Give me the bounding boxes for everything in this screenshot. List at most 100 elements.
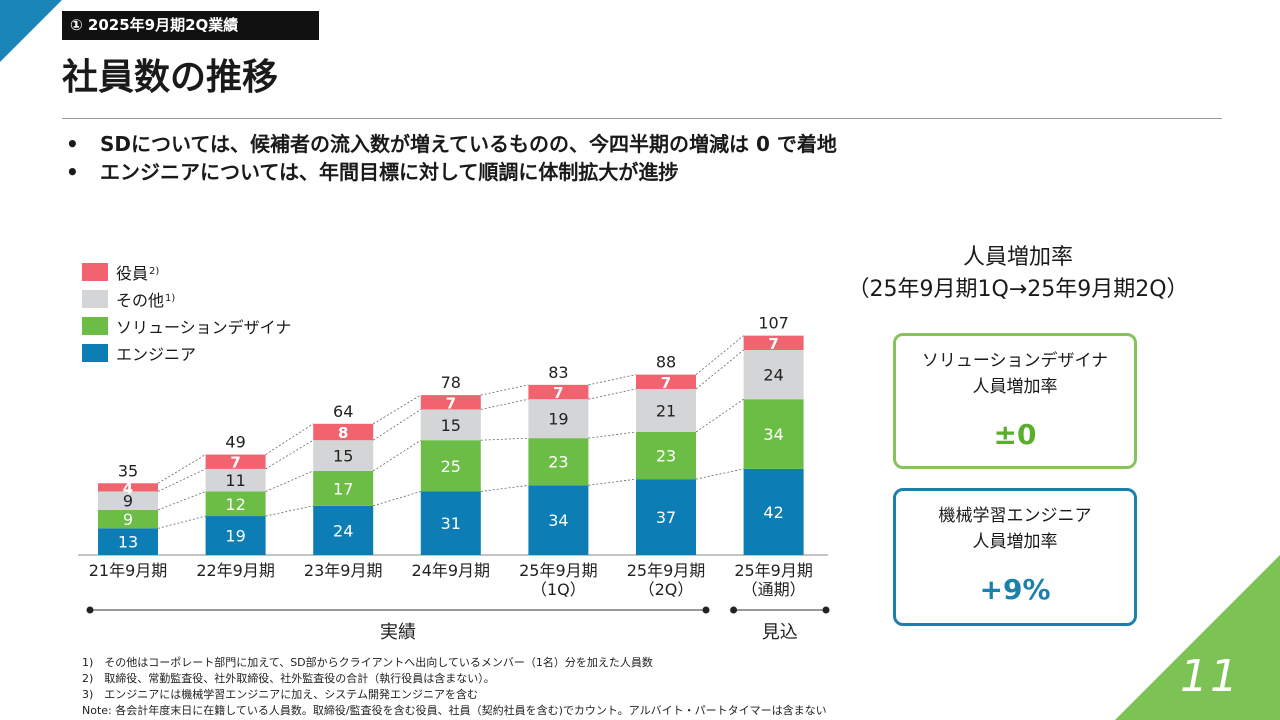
bar-segment bbox=[420, 491, 481, 555]
data-label: 7 bbox=[768, 335, 778, 353]
data-label: 15 bbox=[333, 447, 353, 466]
total-label: 88 bbox=[656, 353, 676, 372]
connector-line bbox=[157, 515, 206, 529]
legend-swatch bbox=[82, 343, 108, 362]
group-endpoint bbox=[730, 606, 738, 614]
data-label: 34 bbox=[548, 511, 568, 530]
corner-accent bbox=[0, 0, 62, 62]
footnote: 2) 取締役、常勤監査役、社外取締役、社外監査役の合計（執行役員は含まない）。 bbox=[82, 672, 495, 685]
legend-swatch bbox=[82, 289, 108, 308]
category-label: 21年9月期 bbox=[89, 561, 168, 580]
connector-line bbox=[588, 478, 637, 486]
category-label: 23年9月期 bbox=[304, 561, 383, 580]
section-tag: ① 2025年9月期2Q業績 bbox=[62, 11, 319, 40]
connector-line bbox=[695, 349, 744, 390]
data-label: 24 bbox=[763, 366, 783, 385]
bullet-list: • SDについては、候補者の流入数が増えているものの、今四半期の増減は 0 で着地… bbox=[66, 130, 837, 186]
footnote: Note: 各会計年度末日に在籍している人員数。取締役/監査役を含む役員、社員（… bbox=[82, 704, 827, 717]
bar-segment bbox=[98, 509, 158, 529]
data-label: 7 bbox=[446, 394, 456, 412]
bar-segment bbox=[420, 440, 481, 492]
connector-line bbox=[588, 388, 637, 400]
connector-line bbox=[265, 423, 314, 455]
data-label: 19 bbox=[548, 410, 568, 429]
connector-line bbox=[372, 394, 422, 425]
data-label: 42 bbox=[763, 503, 783, 522]
category-label: （2Q） bbox=[639, 580, 694, 599]
data-label: 25 bbox=[441, 457, 461, 476]
data-label: 34 bbox=[763, 425, 783, 444]
footnote: 3) エンジニアには機械学習エンジニアに加え、システム開発エンジニアを含む bbox=[82, 688, 478, 701]
bar-segment bbox=[743, 335, 804, 350]
category-label: 25年9月期 bbox=[627, 561, 706, 580]
bar-segment bbox=[636, 388, 696, 432]
total-label: 64 bbox=[333, 402, 353, 421]
ml-engineer-growth-box: 機械学習エンジニア 人員増加率 +9% bbox=[893, 488, 1137, 626]
data-label: 31 bbox=[441, 514, 461, 533]
data-label: 24 bbox=[333, 521, 353, 540]
data-label: 13 bbox=[118, 533, 138, 552]
group-label: 実績 bbox=[380, 622, 416, 643]
category-label: 25年9月期 bbox=[734, 561, 813, 580]
data-label: 9 bbox=[123, 510, 133, 529]
rate-panel-title: 人員増加率 （25年9月期1Q→25年9月期2Q） bbox=[847, 245, 1189, 302]
bar-segment bbox=[528, 384, 589, 400]
bar-segment bbox=[636, 479, 696, 555]
bar-segment bbox=[743, 350, 804, 400]
bar-segment bbox=[636, 432, 696, 480]
bar-segment bbox=[205, 454, 266, 469]
bar-segment bbox=[313, 470, 374, 506]
chart-legend: 役員 2) その他 1) ソリューションデザイナ エンジニア bbox=[82, 258, 291, 366]
category-label: （通期） bbox=[742, 580, 806, 599]
bar-segment bbox=[98, 491, 158, 510]
group-label: 見込 bbox=[762, 622, 798, 643]
connector-line bbox=[480, 398, 529, 410]
connector-line bbox=[157, 468, 206, 492]
bar-segment bbox=[528, 399, 589, 439]
total-label: 35 bbox=[118, 461, 138, 480]
bar-segment bbox=[205, 491, 266, 517]
bar-segment bbox=[743, 468, 804, 555]
legend-swatch bbox=[82, 262, 108, 281]
bar-segment bbox=[313, 440, 374, 471]
bar-segment bbox=[313, 505, 374, 555]
sd-growth-box: ソリューションデザイナ 人員増加率 ±0 bbox=[893, 333, 1137, 469]
group-endpoint bbox=[86, 606, 94, 614]
total-label: 83 bbox=[548, 363, 568, 382]
page-corner-accent bbox=[1115, 555, 1280, 720]
data-label: 23 bbox=[656, 447, 676, 466]
connector-line bbox=[265, 470, 314, 492]
legend-item-engineer: エンジニア bbox=[82, 339, 291, 366]
connector-line bbox=[157, 454, 206, 484]
connector-line bbox=[695, 468, 744, 480]
data-label: 19 bbox=[225, 527, 245, 546]
footnotes: 1) その他はコーポレート部門に加えて、SD部からクライアントへ出向しているメン… bbox=[82, 655, 827, 719]
legend-item-officers: 役員 2) bbox=[82, 258, 291, 285]
data-label: 15 bbox=[441, 416, 461, 435]
legend-item-other: その他 1) bbox=[82, 285, 291, 312]
page-title: 社員数の推移 bbox=[62, 57, 279, 98]
data-label: 7 bbox=[661, 374, 671, 392]
bar-segment bbox=[528, 485, 589, 555]
data-label: 8 bbox=[338, 424, 348, 442]
connector-line bbox=[265, 439, 314, 470]
legend-item-solution-designer: ソリューションデザイナ bbox=[82, 312, 291, 339]
data-label: 21 bbox=[656, 401, 676, 420]
connector-line bbox=[695, 398, 744, 433]
bar-segment bbox=[420, 409, 481, 441]
group-endpoint bbox=[702, 606, 710, 614]
ml-engineer-growth-value: +9% bbox=[979, 573, 1051, 606]
category-label: 25年9月期 bbox=[519, 561, 598, 580]
connector-line bbox=[373, 491, 421, 507]
data-label: 23 bbox=[548, 453, 568, 472]
connector-line bbox=[695, 335, 744, 375]
connector-line bbox=[480, 384, 529, 396]
bar-segment bbox=[205, 516, 266, 555]
connector-line bbox=[480, 437, 529, 441]
connector-line bbox=[157, 491, 206, 511]
connector-line bbox=[588, 374, 637, 386]
connector-line bbox=[372, 439, 422, 472]
data-label: 7 bbox=[230, 454, 240, 472]
bar-segment bbox=[205, 468, 266, 492]
